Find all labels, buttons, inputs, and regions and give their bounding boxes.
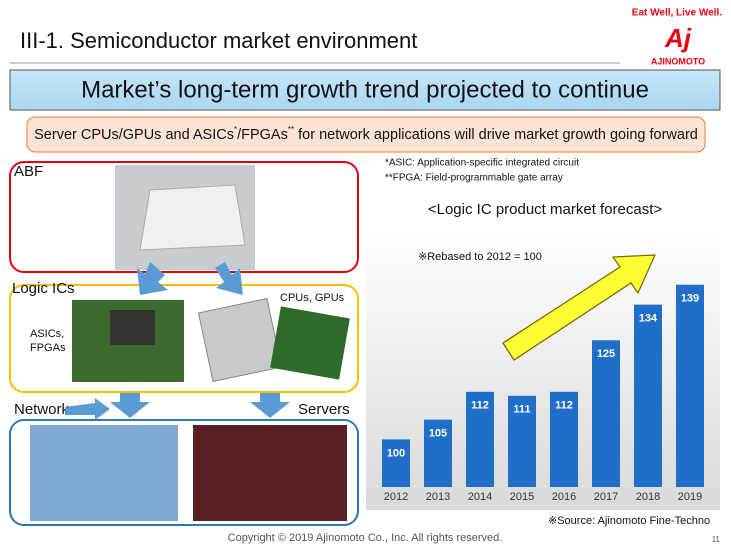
x-tick-label: 2013 <box>426 491 450 503</box>
logic-label: Logic ICs <box>12 280 75 297</box>
abf-film <box>139 184 246 251</box>
summary-part: ** <box>288 125 294 134</box>
annotation: ※Rebased to 2012 = 100 <box>418 251 542 263</box>
bar <box>634 304 662 487</box>
cpu-label: CPUs, GPUs <box>280 292 345 304</box>
banner-box <box>9 69 721 111</box>
banner: Market’s long-term growth trend projecte… <box>81 76 649 103</box>
bar <box>508 395 536 487</box>
value-label: 125 <box>597 348 615 360</box>
bar <box>466 391 494 487</box>
network-image <box>30 425 178 521</box>
summary-part: * <box>234 125 237 134</box>
networks-label: Networks <box>14 401 77 418</box>
bar <box>550 391 578 487</box>
arrow <box>137 262 168 295</box>
bar <box>382 439 410 487</box>
bar <box>424 419 452 487</box>
abf-label: ABF <box>14 163 43 180</box>
server-image <box>193 425 347 521</box>
value-label: 105 <box>429 428 447 440</box>
footnote: *ASIC: Application-specific integrated c… <box>385 158 579 169</box>
cpu-image <box>197 297 283 383</box>
summary-box <box>26 116 706 153</box>
value-label: 111 <box>513 404 530 416</box>
growth-arrow <box>502 254 656 361</box>
x-tick-label: 2012 <box>384 491 408 503</box>
value-label: 139 <box>681 293 699 305</box>
summary: Server CPUs/GPUs and ASICs*/FPGAs** for … <box>34 125 698 143</box>
copyright: Copyright © 2019 Ajinomoto Co., Inc. All… <box>228 532 503 544</box>
asic-label: FPGAs <box>30 342 66 354</box>
x-tick-label: 2015 <box>510 491 534 503</box>
arrow <box>250 393 290 418</box>
asic-label: ASICs, <box>30 328 64 340</box>
arrow <box>215 262 243 295</box>
x-tick-label: 2018 <box>636 491 660 503</box>
abf-box <box>9 161 359 273</box>
chart-title: <Logic IC product market forecast> <box>428 201 663 218</box>
logic-box <box>9 284 359 393</box>
x-tick-label: 2017 <box>594 491 618 503</box>
value-label: 112 <box>555 400 573 412</box>
tagline: Eat Well, Live Well. <box>632 8 722 19</box>
logo-mark: Aj <box>664 23 692 53</box>
arrows <box>65 262 290 420</box>
footnote: **FPGA: Field-programmable gate array <box>385 173 563 184</box>
summary-part: for network applications will drive mark… <box>294 127 698 143</box>
servers-label: Servers <box>298 401 350 418</box>
x-tick-label: 2016 <box>552 491 576 503</box>
x-tick-label: 2014 <box>468 491 492 503</box>
chart-area <box>366 230 720 510</box>
summary-part: /FPGAs <box>237 127 288 143</box>
gpu-image <box>270 306 350 380</box>
value-label: 112 <box>471 400 489 412</box>
page-number: 11 <box>712 535 721 544</box>
end-box <box>9 419 359 526</box>
bar <box>676 284 704 487</box>
brand: AJINOMOTO <box>651 56 705 66</box>
bar <box>592 340 620 487</box>
value-label: 100 <box>387 447 405 459</box>
arrow <box>110 393 150 418</box>
arrow <box>65 398 110 420</box>
x-tick-label: 2019 <box>678 491 702 503</box>
value-label: 134 <box>639 313 658 325</box>
source: ※Source: Ajinomoto Fine-Techno <box>548 515 710 527</box>
asic-chip <box>110 310 155 345</box>
summary-part: Server CPUs/GPUs and ASICs <box>34 127 234 143</box>
slide-title: III-1. Semiconductor market environment <box>20 28 417 53</box>
